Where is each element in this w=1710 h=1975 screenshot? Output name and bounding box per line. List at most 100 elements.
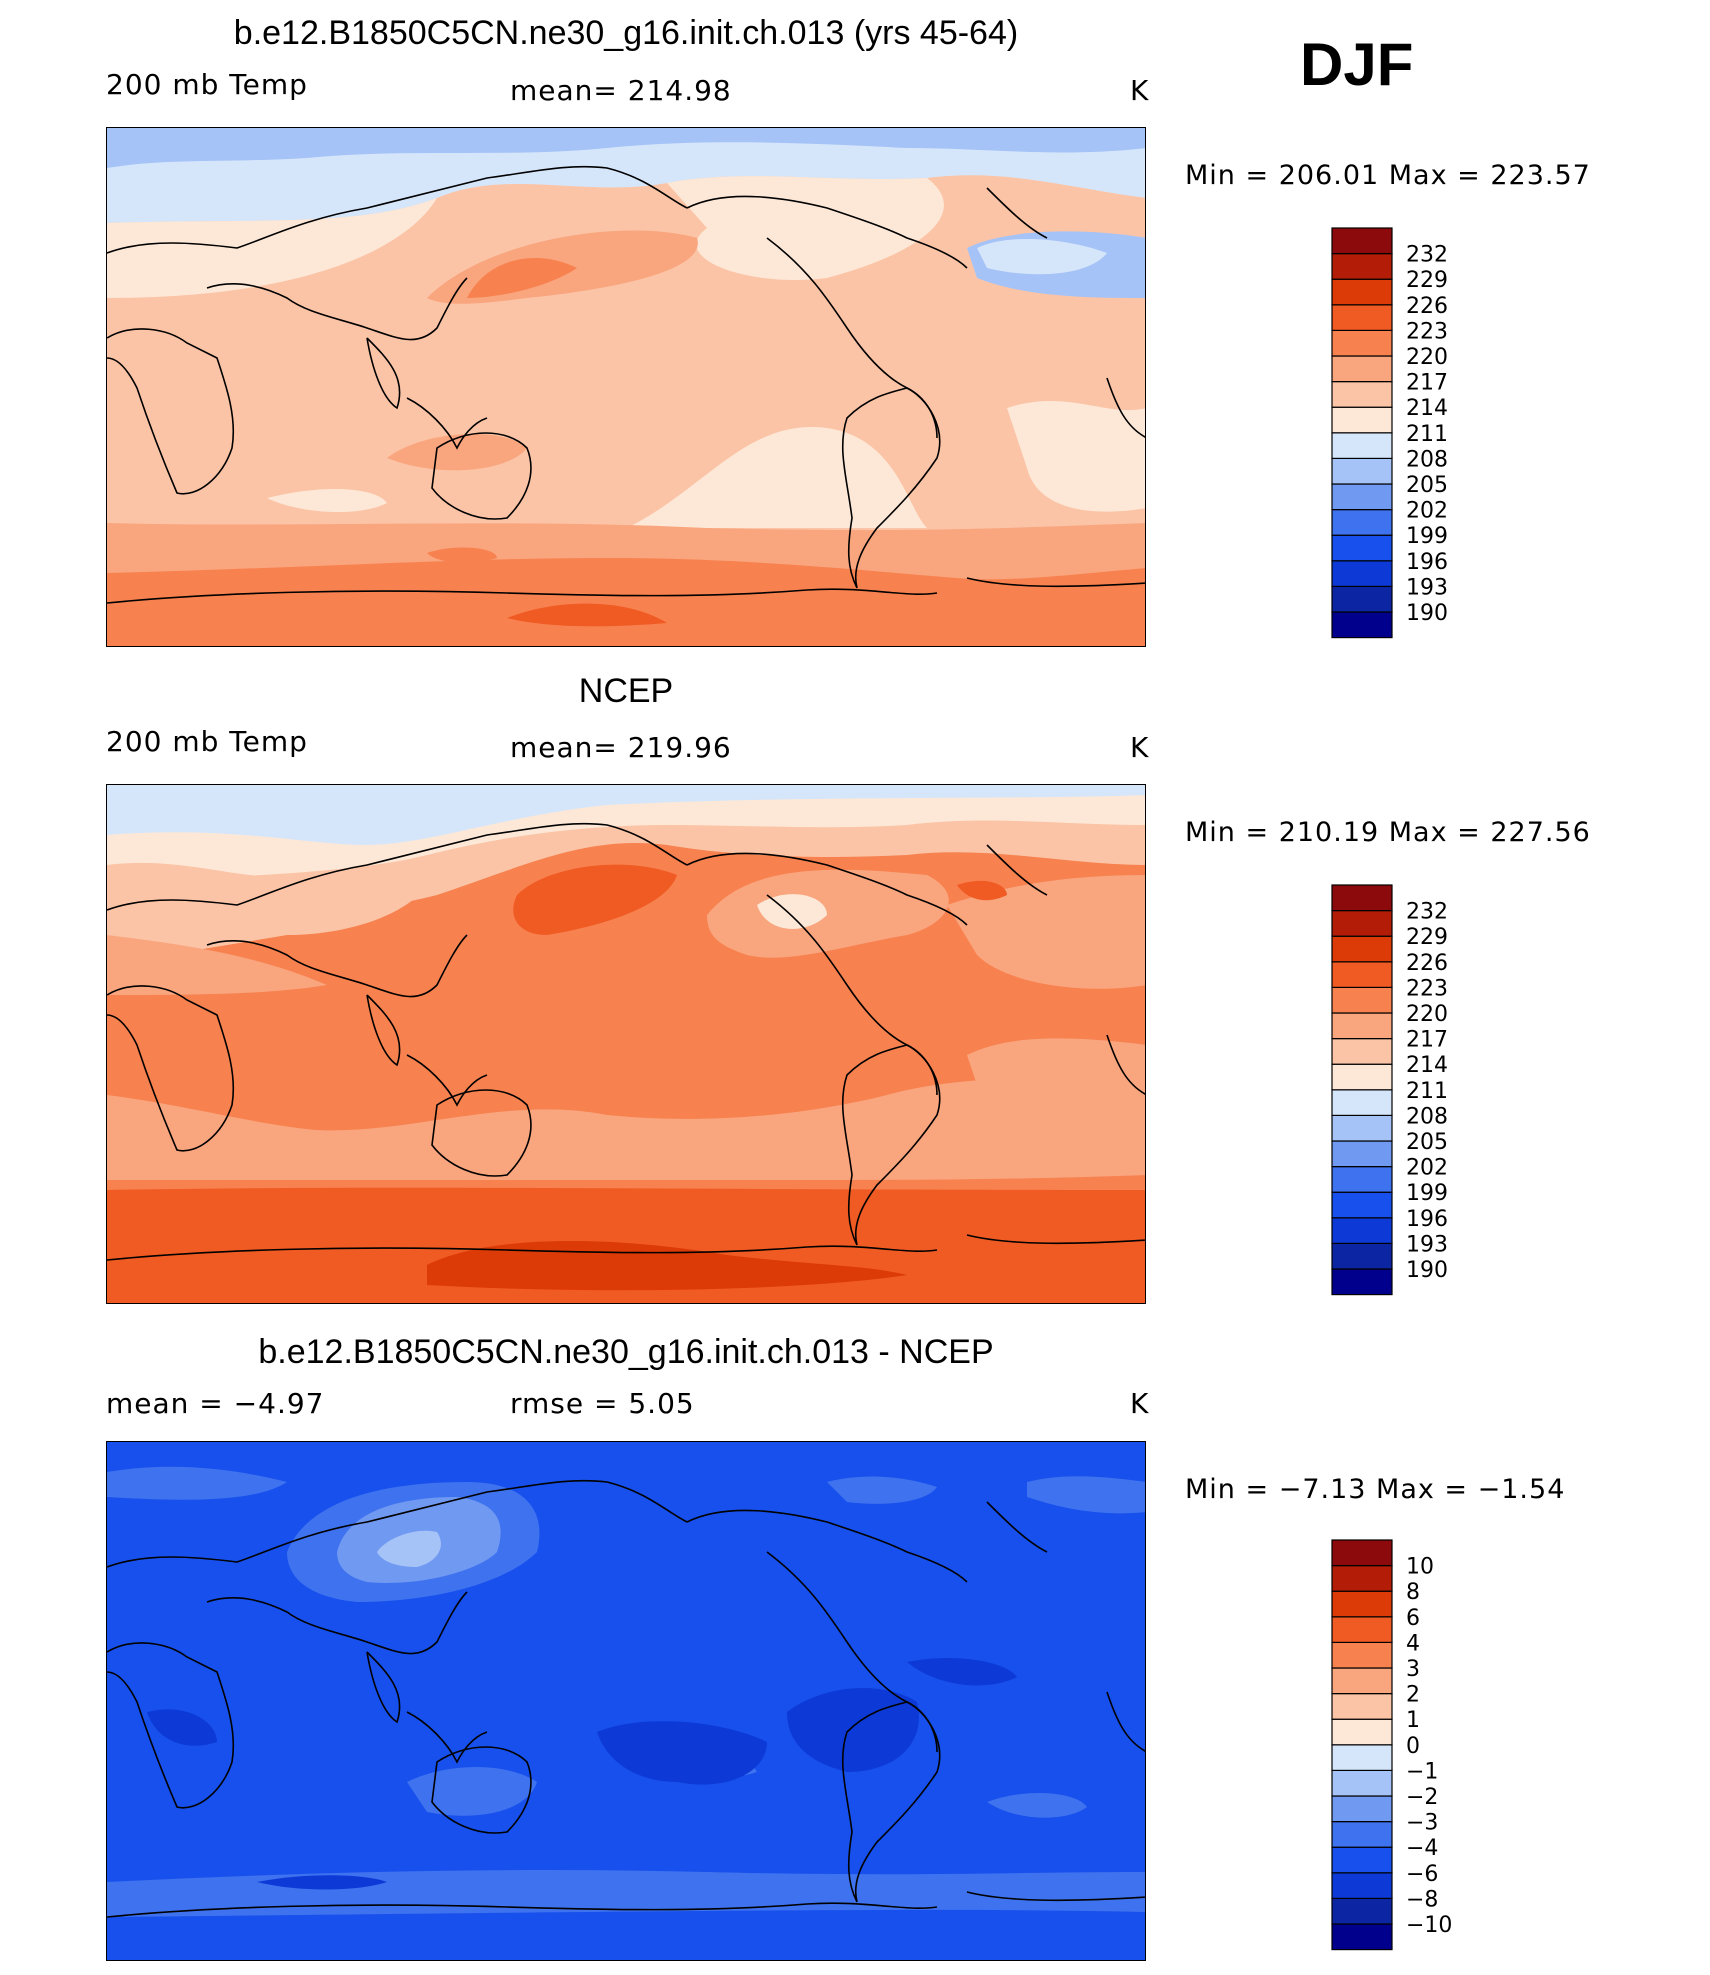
colorbar-swatch xyxy=(1331,483,1393,511)
colorbar-swatch xyxy=(1331,1769,1393,1797)
colorbar-swatch xyxy=(1331,1846,1393,1874)
panel1-title: b.e12.B1850C5CN.ne30_g16.init.ch.013 (yr… xyxy=(233,14,1019,52)
colorbar-swatch xyxy=(1331,1038,1393,1065)
colorbar-tick-label: 3 xyxy=(1406,1657,1420,1682)
colorbar-swatch xyxy=(1331,1114,1393,1142)
colorbar-swatch xyxy=(1331,534,1393,562)
colorbar-tick-label: 232 xyxy=(1406,900,1448,925)
colorbar-tick-label: 208 xyxy=(1406,447,1448,472)
colorbar-tick-label: 226 xyxy=(1406,951,1448,976)
colorbar-tick-label: −8 xyxy=(1406,1887,1438,1912)
panel1-colorbar: 232 229 226 223 220 217 214 211 208 205 202 199 196 1… xyxy=(1331,227,1492,639)
colorbar-tick-label: 6 xyxy=(1406,1606,1420,1631)
panel2-colorbar-svg: 2322292262232202172142112082052021991961… xyxy=(1331,884,1448,1296)
colorbar-tick-label: −6 xyxy=(1406,1862,1438,1887)
colorbar-swatch xyxy=(1331,1268,1393,1296)
panel3-difference-map xyxy=(106,1441,1146,1961)
colorbar-tick-label: 223 xyxy=(1406,319,1448,344)
colorbar-swatch xyxy=(1331,1897,1393,1925)
colorbar-tick-label: −3 xyxy=(1406,1811,1438,1836)
colorbar-tick-label: 196 xyxy=(1406,550,1448,575)
panel3-units-label: K xyxy=(1130,1387,1150,1420)
colorbar-tick-label: 211 xyxy=(1406,422,1448,447)
colorbar-swatch xyxy=(1331,1217,1393,1244)
colorbar-swatch xyxy=(1331,1923,1393,1951)
colorbar-swatch xyxy=(1331,278,1393,306)
colorbar-tick-label: 190 xyxy=(1406,1258,1448,1283)
colorbar-tick-label: 220 xyxy=(1406,345,1448,370)
colorbar-swatch xyxy=(1331,1140,1393,1168)
colorbar-swatch xyxy=(1331,406,1393,434)
colorbar-swatch xyxy=(1331,355,1393,383)
season-label: DJF xyxy=(1300,31,1414,98)
colorbar-swatch xyxy=(1331,1539,1393,1567)
colorbar-tick-label: −2 xyxy=(1406,1785,1438,1810)
colorbar-swatch xyxy=(1331,1590,1393,1618)
colorbar-tick-label: 217 xyxy=(1406,1028,1448,1053)
colorbar-swatch xyxy=(1331,611,1393,639)
colorbar-swatch xyxy=(1331,304,1393,332)
colorbar-tick-label: −1 xyxy=(1406,1759,1438,1784)
colorbar-tick-label: 205 xyxy=(1406,473,1448,498)
colorbar-tick-label: 214 xyxy=(1406,396,1448,421)
colorbar-swatch xyxy=(1331,1667,1393,1695)
panel2-ncep-temp-map xyxy=(106,784,1146,1304)
panel1-units-label: K xyxy=(1130,74,1150,107)
colorbar-swatch xyxy=(1331,1616,1393,1644)
colorbar-swatch xyxy=(1331,1821,1393,1848)
colorbar-swatch xyxy=(1331,432,1393,460)
colorbar-swatch xyxy=(1331,1191,1393,1219)
colorbar-tick-label: 217 xyxy=(1406,371,1448,396)
colorbar-tick-label: 199 xyxy=(1406,524,1448,549)
colorbar-tick-label: 10 xyxy=(1406,1555,1434,1580)
colorbar-swatch xyxy=(1331,884,1393,912)
colorbar-tick-label: 2 xyxy=(1406,1683,1420,1708)
colorbar-tick-label: 211 xyxy=(1406,1079,1448,1104)
colorbar-swatch xyxy=(1331,560,1393,587)
colorbar-swatch xyxy=(1331,986,1393,1014)
colorbar-swatch xyxy=(1331,1242,1393,1270)
panel3-mean-label: mean = −4.97 xyxy=(106,1387,325,1420)
colorbar-tick-label: 232 xyxy=(1406,243,1448,268)
colorbar-swatch xyxy=(1331,1063,1393,1091)
colorbar-swatch xyxy=(1331,1012,1393,1040)
panel1-variable-label: 200 mb Temp xyxy=(106,68,308,101)
colorbar-swatch xyxy=(1331,1693,1393,1720)
colorbar-swatch xyxy=(1331,1565,1393,1592)
colorbar-swatch xyxy=(1331,1744,1393,1772)
panel1-mean-label: mean= 214.98 xyxy=(510,74,732,107)
colorbar-tick-label: 0 xyxy=(1406,1734,1420,1759)
colorbar-tick-label: 223 xyxy=(1406,976,1448,1001)
colorbar-tick-label: 220 xyxy=(1406,1002,1448,1027)
colorbar-swatch xyxy=(1331,509,1393,536)
colorbar-tick-label: 202 xyxy=(1406,499,1448,524)
panel3-title: b.e12.B1850C5CN.ne30_g16.init.ch.013 - N… xyxy=(258,1333,994,1371)
colorbar-swatch xyxy=(1331,227,1393,255)
colorbar-swatch xyxy=(1331,935,1393,963)
colorbar-tick-label: 193 xyxy=(1406,575,1448,600)
colorbar-tick-label: 190 xyxy=(1406,601,1448,626)
panel2-title: NCEP xyxy=(578,672,674,710)
colorbar-swatch xyxy=(1331,585,1393,613)
panel2-minmax: Min = 210.19 Max = 227.56 xyxy=(1185,817,1591,848)
colorbar-tick-label: 8 xyxy=(1406,1580,1420,1605)
colorbar-swatch xyxy=(1331,329,1393,357)
colorbar-swatch xyxy=(1331,1166,1393,1193)
colorbar-tick-label: 202 xyxy=(1406,1156,1448,1181)
colorbar-swatch xyxy=(1331,1795,1393,1823)
colorbar-swatch xyxy=(1331,381,1393,408)
colorbar-tick-label: 1 xyxy=(1406,1708,1420,1733)
panel1-colorbar-svg: 2322292262232202172142112082052021991961… xyxy=(1331,227,1448,639)
colorbar-tick-label: 199 xyxy=(1406,1181,1448,1206)
panel2-mean-label: mean= 219.96 xyxy=(510,731,732,764)
colorbar-tick-label: 205 xyxy=(1406,1130,1448,1155)
panel3-colorbar: 10 8 6 4 3 2 1 0 −1 −2 −3 −4 −6 −8 −10 xyxy=(1331,1539,1492,1951)
panel2-units-label: K xyxy=(1130,731,1150,764)
colorbar-swatch xyxy=(1331,1872,1393,1899)
colorbar-swatch xyxy=(1331,1718,1393,1746)
colorbar-tick-label: 4 xyxy=(1406,1631,1420,1656)
colorbar-swatch xyxy=(1331,910,1393,937)
colorbar-swatch xyxy=(1331,1641,1393,1669)
colorbar-swatch xyxy=(1331,253,1393,280)
